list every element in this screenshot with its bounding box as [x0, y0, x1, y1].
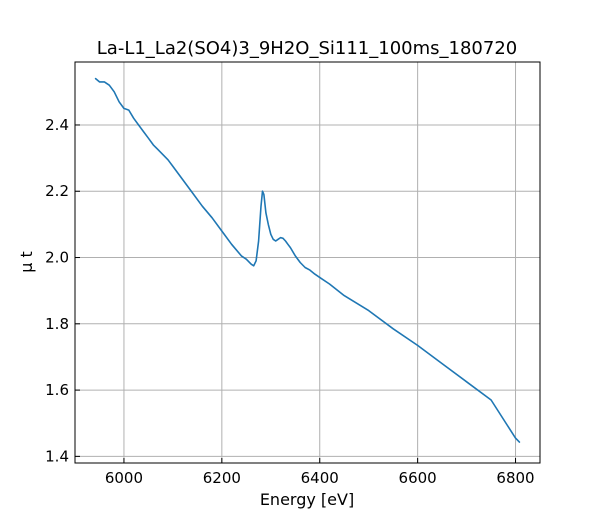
x-tick-label: 6400 — [301, 469, 339, 487]
chart-title: La-L1_La2(SO4)3_9H2O_Si111_100ms_180720 — [97, 38, 517, 59]
plot-frame — [74, 61, 541, 464]
y-axis: 1.4 1.6 1.8 2.0 2.2 2.4 — [45, 116, 80, 465]
y-tick-label: 1.4 — [45, 447, 69, 465]
y-axis-label: μ t — [17, 251, 36, 273]
x-tick-label: 6000 — [105, 469, 143, 487]
x-tick-label: 6600 — [399, 469, 437, 487]
x-axis-label: Energy [eV] — [260, 490, 354, 509]
y-tick-label: 1.6 — [45, 381, 69, 399]
series-line — [94, 77, 521, 443]
y-tick-label: 2.2 — [45, 182, 69, 200]
grid-layer — [75, 62, 540, 463]
y-tick-label: 2.4 — [45, 116, 69, 134]
series-layer — [94, 77, 521, 443]
y-tick-label: 1.8 — [45, 315, 69, 333]
x-tick-label: 6200 — [203, 469, 241, 487]
y-tick-label: 2.0 — [45, 249, 69, 267]
x-tick-label: 6800 — [496, 469, 534, 487]
x-axis: 6000 6200 6400 6600 6800 — [105, 458, 535, 487]
